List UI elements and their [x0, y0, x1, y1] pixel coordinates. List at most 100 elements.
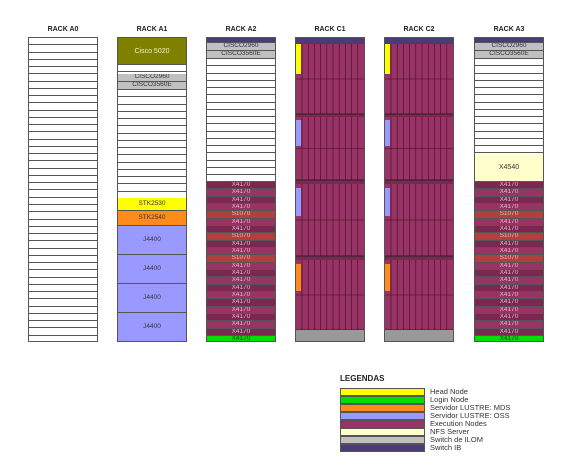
legend-label: Servidor LUSTRE: MDS — [430, 403, 511, 412]
x4170-node: X4170 — [475, 226, 543, 234]
empty-rack-unit — [29, 299, 97, 307]
empty-rack-unit — [118, 170, 186, 178]
empty-rack-unit — [207, 59, 275, 67]
switch-ib — [385, 38, 453, 43]
empty-rack-unit — [475, 124, 543, 132]
s1070-node: S1070 — [475, 211, 543, 219]
empty-rack-unit — [29, 328, 97, 336]
x4170-node: X4170 — [207, 292, 275, 300]
s1070-node: S1070 — [475, 233, 543, 241]
x4170-node: X4170 — [475, 292, 543, 300]
empty-rack-unit — [29, 205, 97, 213]
x4170-node: X4170 — [207, 314, 275, 322]
empty-rack-unit — [29, 169, 97, 176]
empty-rack-unit — [475, 139, 543, 147]
x4170-node: X4170 — [207, 284, 275, 292]
empty-rack-unit — [475, 88, 543, 96]
empty-rack-unit — [29, 256, 97, 264]
empty-rack-unit — [29, 53, 97, 60]
empty-rack-unit — [29, 183, 97, 191]
j4400-storage: J4400 — [118, 226, 186, 255]
empty-rack-unit — [207, 139, 275, 147]
empty-rack-unit — [29, 278, 97, 285]
empty-rack-unit — [118, 97, 186, 105]
empty-rack-unit — [29, 285, 97, 293]
empty-rack-unit — [29, 103, 97, 111]
empty-rack-unit — [29, 249, 97, 256]
x4170-node: X4170 — [475, 328, 543, 336]
empty-rack-unit — [29, 96, 97, 104]
empty-rack-unit — [475, 132, 543, 139]
legend-label: NFS Server — [430, 427, 470, 436]
s1070-node: S1070 — [475, 255, 543, 263]
empty-rack-unit — [29, 234, 97, 242]
stk2530-storage: STK2530 — [118, 198, 186, 211]
empty-rack-unit — [29, 227, 97, 235]
s1070-node: S1070 — [207, 211, 275, 219]
legend-label: Switch IB — [430, 443, 462, 452]
x4170-node: X4170 — [207, 321, 275, 329]
legend-swatch — [340, 412, 425, 420]
switch-ilom — [296, 330, 364, 341]
empty-rack-unit — [207, 124, 275, 132]
x4170-node: X4170 — [475, 262, 543, 270]
empty-rack-unit — [475, 110, 543, 118]
legend-label: Switch de ILOM — [430, 435, 483, 444]
legend-swatch — [340, 420, 425, 428]
empty-rack-unit — [29, 336, 97, 341]
stk2540-storage: STK2540 — [118, 211, 186, 226]
empty-rack-unit — [475, 95, 543, 103]
x4170-node: X4170 — [207, 306, 275, 314]
x4170-node: X4170 — [475, 306, 543, 314]
mds-node-blade — [296, 264, 301, 291]
x4170-node: X4170 — [207, 248, 275, 256]
empty-rack-unit — [207, 132, 275, 139]
legend-label: Head Node — [430, 387, 468, 396]
x4170-node: X4170 — [207, 328, 275, 336]
empty-rack-unit — [118, 105, 186, 112]
empty-rack-unit — [29, 191, 97, 198]
legend-label: Execution Nodes — [430, 419, 487, 428]
empty-rack-unit — [29, 82, 97, 89]
rack-a1: Cisco 5020 CISCO2960 CISCO3560E STK2530 … — [117, 37, 187, 342]
cisco2960-switch: CISCO2960 — [207, 43, 275, 51]
x4170-node: X4170 — [475, 299, 543, 307]
rack-a1-title: RACK A1 — [136, 26, 168, 33]
x4170-node: X4170 — [207, 299, 275, 307]
x4170-node: X4170 — [475, 204, 543, 212]
empty-rack-unit — [207, 95, 275, 103]
x4170-node: X4170 — [475, 218, 543, 226]
empty-rack-unit — [118, 177, 186, 185]
j4400-storage: J4400 — [118, 255, 186, 284]
rack-c1 — [295, 37, 365, 342]
legend-label: Login Node — [430, 395, 469, 404]
empty-rack-unit — [29, 45, 97, 53]
empty-rack-unit — [207, 153, 275, 161]
empty-rack-unit — [29, 111, 97, 118]
rack-a2: CISCO2960 CISCO3560E X4170 X4170 X4170 X417… — [206, 37, 276, 342]
empty-rack-unit — [118, 148, 186, 156]
empty-rack-unit — [118, 65, 186, 73]
empty-rack-unit — [29, 89, 97, 97]
empty-rack-unit — [118, 126, 186, 134]
x4170-node: X4170 — [207, 277, 275, 285]
switch-ilom — [385, 330, 453, 341]
cisco5020-device: Cisco 5020 — [118, 38, 186, 65]
j4400-storage: J4400 — [118, 313, 186, 341]
x4170-node: X4170 — [207, 189, 275, 197]
empty-rack-unit — [29, 212, 97, 220]
empty-rack-unit — [118, 112, 186, 120]
empty-rack-unit — [118, 90, 186, 98]
empty-rack-unit — [207, 175, 275, 183]
empty-rack-unit — [475, 74, 543, 81]
empty-rack-unit — [207, 161, 275, 168]
x4170-node: X4170 — [475, 277, 543, 285]
empty-rack-unit — [207, 74, 275, 81]
legend-swatch — [340, 396, 425, 404]
legend-swatch — [340, 404, 425, 412]
legend-swatch — [340, 436, 425, 444]
x4170-node: X4170 — [475, 189, 543, 197]
login-node: X4170 — [207, 336, 275, 341]
empty-rack-unit — [29, 241, 97, 249]
x4170-node: X4170 — [207, 182, 275, 190]
